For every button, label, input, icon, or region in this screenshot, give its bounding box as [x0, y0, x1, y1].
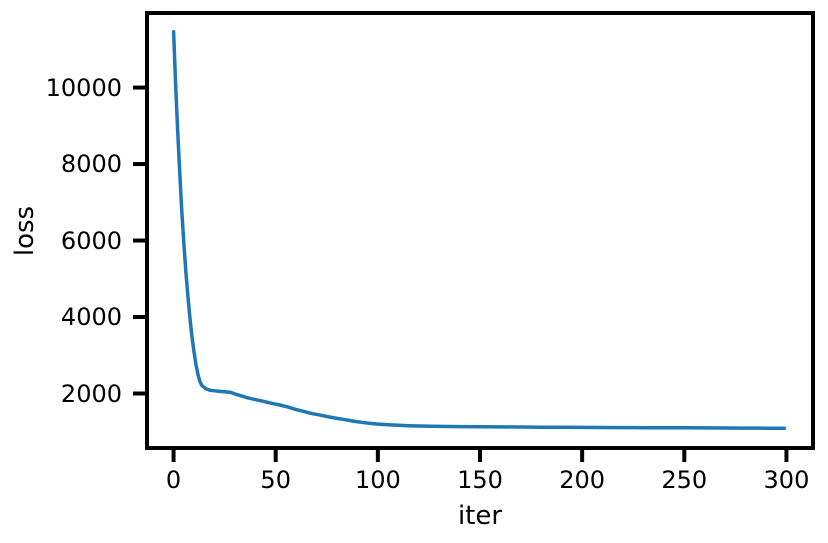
x-tick-label: 0 [165, 466, 182, 494]
x-tick-label: 150 [457, 466, 503, 494]
x-tick-label: 50 [260, 466, 291, 494]
x-tick-label: 300 [763, 466, 810, 494]
y-tick-label: 6000 [60, 226, 122, 255]
x-tick-label: 200 [559, 466, 606, 494]
y-tick-label: 10000 [45, 73, 122, 102]
loss-curve [171, 29, 787, 431]
x-axis-label: iter [457, 501, 503, 531]
plot-spines [145, 11, 815, 450]
x-tick-label: 250 [661, 466, 708, 494]
y-tick-label: 4000 [60, 303, 122, 332]
y-tick-label: 8000 [60, 150, 122, 179]
y-tick-label: 2000 [60, 379, 122, 408]
x-tick-label: 100 [354, 466, 401, 494]
